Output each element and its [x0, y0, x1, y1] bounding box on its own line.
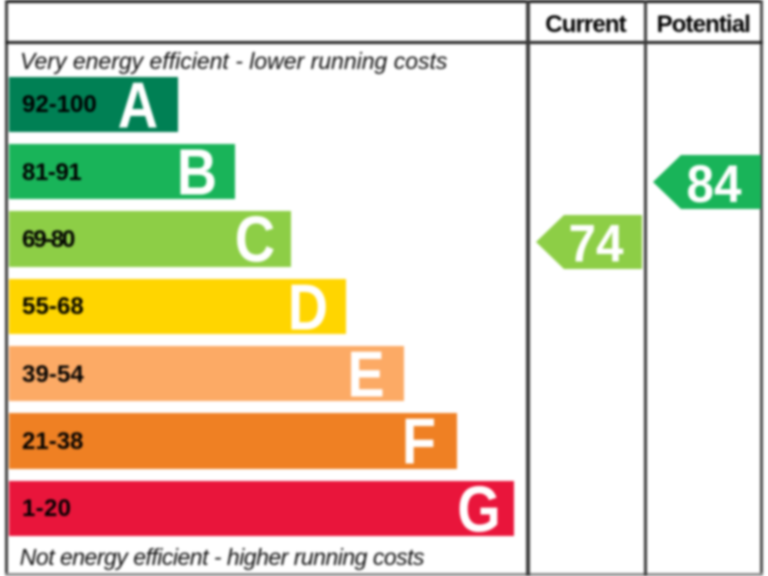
svg-text:84: 84 — [686, 155, 741, 209]
svg-text:74: 74 — [568, 215, 623, 269]
